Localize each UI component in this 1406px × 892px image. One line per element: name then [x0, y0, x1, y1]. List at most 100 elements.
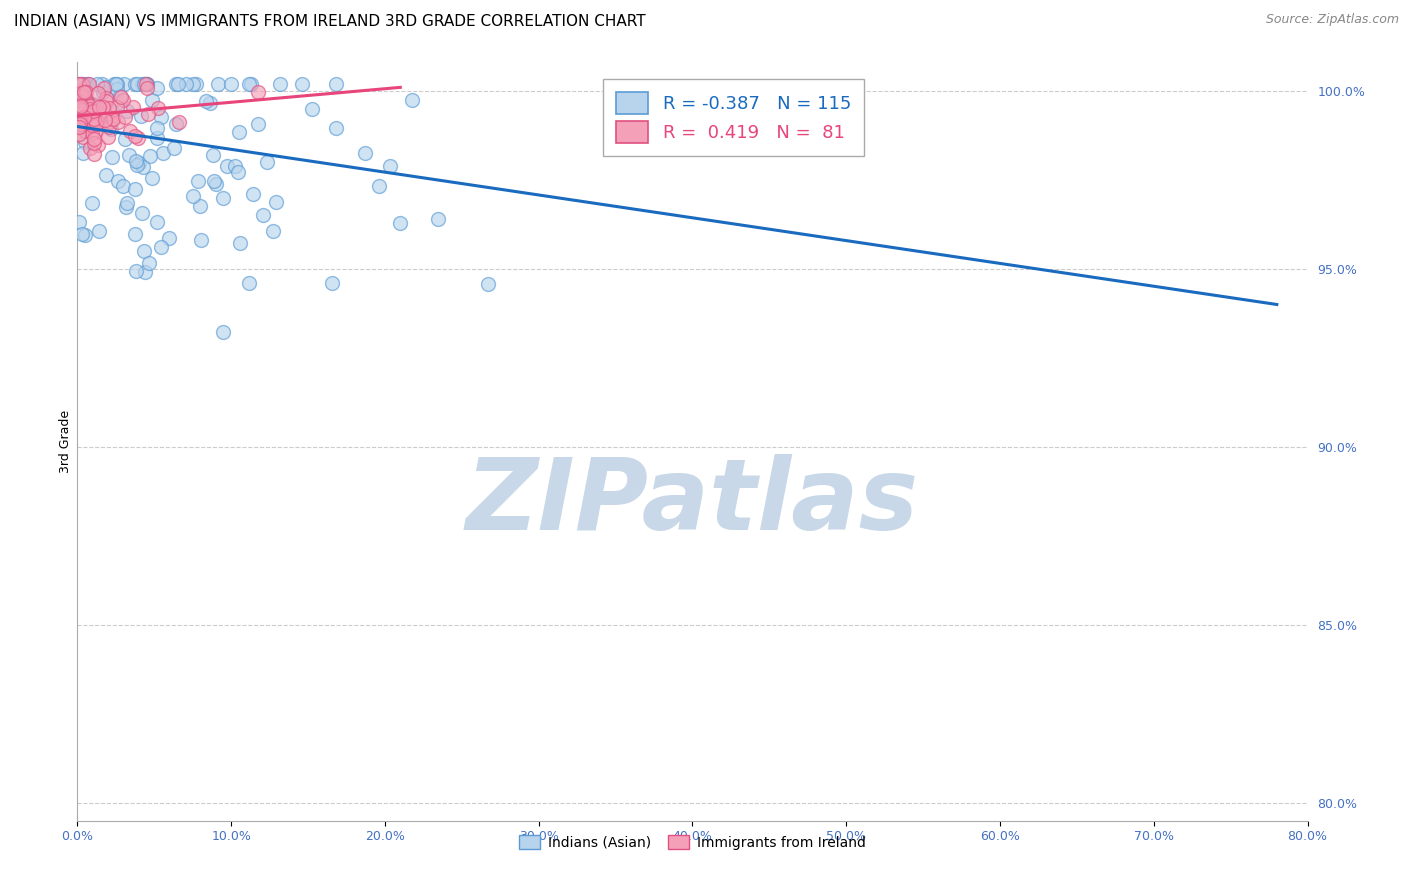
Point	[165, 77, 187, 91]
Point	[80, 126, 103, 140]
Point	[87, 105, 110, 120]
Point	[187, 174, 209, 188]
Point	[124, 182, 146, 196]
Point	[211, 191, 233, 205]
Point	[118, 124, 141, 138]
Point	[79, 99, 101, 113]
Point	[135, 77, 157, 91]
Point	[194, 94, 217, 108]
Point	[72, 145, 94, 160]
Point	[262, 224, 284, 238]
Point	[82, 97, 104, 112]
Point	[67, 120, 90, 134]
Point	[87, 116, 110, 130]
Point	[354, 145, 377, 160]
Text: INDIAN (ASIAN) VS IMMIGRANTS FROM IRELAND 3RD GRADE CORRELATION CHART: INDIAN (ASIAN) VS IMMIGRANTS FROM IRELAN…	[14, 13, 645, 29]
Point	[67, 94, 90, 108]
Point	[242, 187, 264, 202]
Point	[83, 132, 105, 146]
Point	[114, 132, 136, 146]
Point	[252, 208, 274, 222]
Point	[321, 276, 343, 290]
Point	[202, 174, 225, 188]
Point	[135, 80, 157, 95]
Point	[67, 111, 90, 125]
Point	[112, 77, 135, 91]
Point	[110, 90, 132, 104]
Point	[131, 77, 153, 91]
Point	[67, 214, 90, 228]
Point	[89, 99, 111, 113]
Point	[204, 177, 226, 191]
Point	[75, 91, 97, 105]
Point	[401, 93, 423, 107]
Point	[69, 101, 91, 115]
Point	[70, 86, 93, 100]
Point	[69, 114, 91, 128]
Point	[224, 159, 246, 173]
Point	[101, 112, 124, 126]
Point	[87, 224, 110, 238]
Point	[72, 107, 94, 121]
Point	[174, 77, 197, 91]
Point	[100, 121, 122, 136]
Point	[86, 113, 108, 128]
Point	[82, 112, 104, 127]
Point	[150, 239, 173, 253]
Point	[93, 80, 115, 95]
Point	[75, 124, 97, 138]
Point	[291, 77, 314, 91]
Point	[190, 233, 212, 247]
Point	[69, 117, 91, 131]
Point	[67, 77, 90, 91]
Point	[127, 158, 149, 172]
Point	[84, 125, 107, 139]
Point	[73, 110, 96, 124]
Point	[163, 141, 186, 155]
Point	[80, 116, 103, 130]
Point	[86, 77, 108, 91]
Point	[94, 168, 117, 182]
Point	[82, 104, 104, 119]
Point	[76, 116, 98, 130]
Point	[200, 95, 222, 110]
Point	[229, 236, 252, 251]
Point	[67, 84, 90, 98]
Point	[91, 100, 114, 114]
Y-axis label: 3rd Grade: 3rd Grade	[59, 410, 72, 473]
Point	[73, 135, 96, 149]
Point	[128, 156, 150, 170]
Point	[264, 195, 287, 210]
Point	[246, 117, 269, 131]
Point	[146, 81, 169, 95]
Point	[186, 77, 208, 91]
Point	[83, 115, 105, 129]
Point	[132, 161, 155, 175]
Point	[98, 101, 121, 115]
Point	[97, 130, 120, 145]
Point	[135, 77, 157, 91]
Point	[132, 77, 155, 91]
Point	[131, 109, 153, 123]
Point	[325, 120, 347, 135]
Point	[107, 173, 129, 187]
Point	[325, 77, 347, 91]
Point	[165, 117, 187, 131]
Point	[98, 120, 121, 134]
Point	[69, 120, 91, 134]
Point	[76, 77, 98, 91]
Point	[256, 154, 278, 169]
Point	[136, 106, 159, 120]
Point	[188, 199, 211, 213]
Point	[101, 103, 124, 118]
Point	[103, 112, 125, 127]
Point	[67, 112, 90, 127]
Point	[141, 171, 163, 186]
Point	[76, 96, 98, 111]
Point	[96, 80, 118, 95]
Point	[301, 102, 323, 116]
Point	[477, 277, 499, 291]
Point	[75, 77, 97, 91]
Point	[115, 200, 138, 214]
Point	[146, 215, 169, 229]
